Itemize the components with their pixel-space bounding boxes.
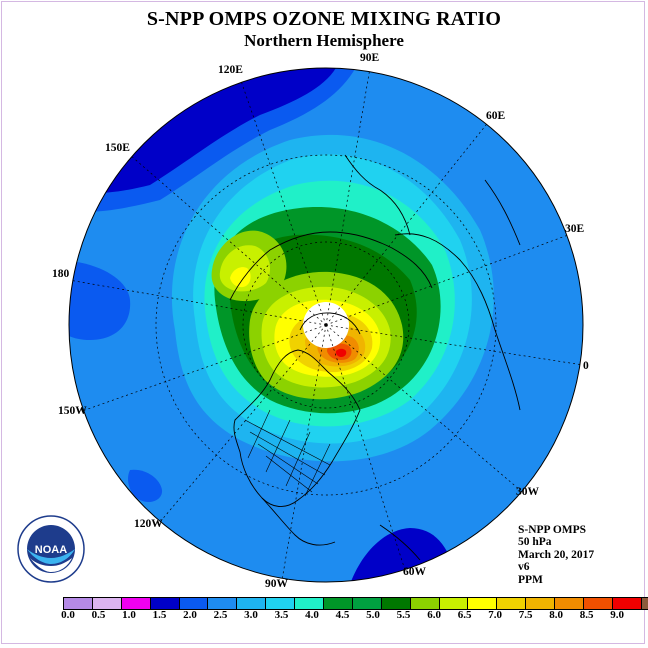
colorbar-tick-label: 2.0 <box>183 609 197 621</box>
colorbar-cell <box>641 598 648 609</box>
info-block: S-NPP OMPS 50 hPa March 20, 2017 v6 PPM <box>518 524 594 586</box>
colorbar-cell <box>468 598 498 609</box>
colorbar-cell <box>295 598 325 609</box>
us-state-lines <box>244 409 331 497</box>
page-subtitle: Northern Hemisphere <box>244 31 404 50</box>
field-2p0-w <box>69 260 131 340</box>
info-instrument: S-NPP OMPS <box>518 524 587 536</box>
lon-label-30w: 30W <box>516 486 539 498</box>
colorbar-cell <box>121 598 151 609</box>
colorbar-cell <box>381 598 411 609</box>
colorbar-cell <box>237 598 267 609</box>
colorbar-cell <box>266 598 296 609</box>
colorbar-cell <box>526 598 556 609</box>
colorbar-tick-label: 7.0 <box>488 609 502 621</box>
lon-label-30e: 30E <box>565 223 585 235</box>
colorbar-tick-label: 8.0 <box>549 609 563 621</box>
colorbar-cell <box>352 598 382 609</box>
europe-coast <box>394 233 521 411</box>
colorbar-tick-label: 1.5 <box>152 609 167 621</box>
map-boundary <box>68 67 584 583</box>
field-1p5-s <box>345 528 460 582</box>
colorbar-tick-label: 5.5 <box>396 609 411 621</box>
lon-label-150e: 150E <box>105 142 130 154</box>
lon-label-120w: 120W <box>134 518 163 530</box>
colorbar-cell <box>497 598 527 609</box>
colorbar-tick-label: 5.0 <box>366 609 380 621</box>
info-version: v6 <box>518 561 530 574</box>
colorbar-tick-label: 3.0 <box>244 609 258 621</box>
info-level: 50 hPa <box>518 536 552 549</box>
lon-label-60e: 60E <box>486 110 506 122</box>
colorbar-tick-label: 6.5 <box>457 609 472 621</box>
colorbar-tick-label: 4.0 <box>305 609 319 621</box>
page-title: S-NPP OMPS OZONE MIXING RATIO <box>146 8 502 30</box>
colorbar-ticks: 0.0 0.5 1.0 1.5 2.0 2.5 3.0 3.5 4.0 4.5 5.0 5.5 6.0 6… <box>0 609 648 623</box>
colorbar-cell <box>410 598 440 609</box>
colorbar-tick-label: 0.0 <box>61 609 75 621</box>
lon-label-60w: 60W <box>403 566 426 578</box>
lon-label-90e: 90E <box>360 52 380 64</box>
colorbar-tick-label: 1.0 <box>122 609 136 621</box>
colorbar-cell <box>150 598 180 609</box>
colorbar-tick-label: 3.5 <box>274 609 289 621</box>
north-america-coast <box>233 349 361 507</box>
asia-arctic-coast <box>229 231 433 301</box>
lon-label-90w: 90W <box>265 578 288 590</box>
field-9p0 <box>335 348 347 357</box>
lon-label-180: 180 <box>52 268 70 280</box>
greenland-coast <box>299 312 361 335</box>
lon-label-0: 0 <box>583 360 589 372</box>
noaa-logo-text: NOAA <box>35 544 67 556</box>
info-date: March 20, 2017 <box>518 548 595 561</box>
colorbar-tick-label: 8.5 <box>579 609 594 621</box>
colorbar-tick-label: 9.0 <box>610 609 624 621</box>
colorbar-tick-label: 4.5 <box>335 609 350 621</box>
africa-coast <box>484 179 521 246</box>
lon-label-150w: 150W <box>58 405 87 417</box>
info-units: PPM <box>518 573 543 586</box>
colorbar-cell <box>555 598 585 609</box>
colorbar-tick-label: 0.5 <box>91 609 106 621</box>
colorbar-tick-label: 7.5 <box>518 609 533 621</box>
noaa-logo-icon: NOAA <box>17 515 85 583</box>
coastlines <box>229 154 521 561</box>
field-6p5-a <box>230 267 251 288</box>
colorbar <box>63 597 648 610</box>
asia-east-coast <box>344 154 411 236</box>
colorbar-tick-label: 6.0 <box>427 609 441 621</box>
colorbar-cell <box>179 598 209 609</box>
field-2p0-sw <box>128 469 163 502</box>
colorbar-tick-label: 2.5 <box>213 609 228 621</box>
colorbar-cell <box>612 598 642 609</box>
colorbar-cell <box>439 598 469 609</box>
central-america-coast <box>261 497 336 546</box>
colorbar-cell <box>584 598 613 609</box>
colorbar-cell <box>208 598 238 609</box>
graticule <box>69 68 583 581</box>
south-america-coast <box>379 524 421 561</box>
colorbar-cell <box>64 598 93 609</box>
colorbar-cell <box>92 598 122 609</box>
colorbar-cell <box>324 598 353 609</box>
ozone-field <box>69 68 583 582</box>
lon-label-120e: 120E <box>218 64 243 76</box>
